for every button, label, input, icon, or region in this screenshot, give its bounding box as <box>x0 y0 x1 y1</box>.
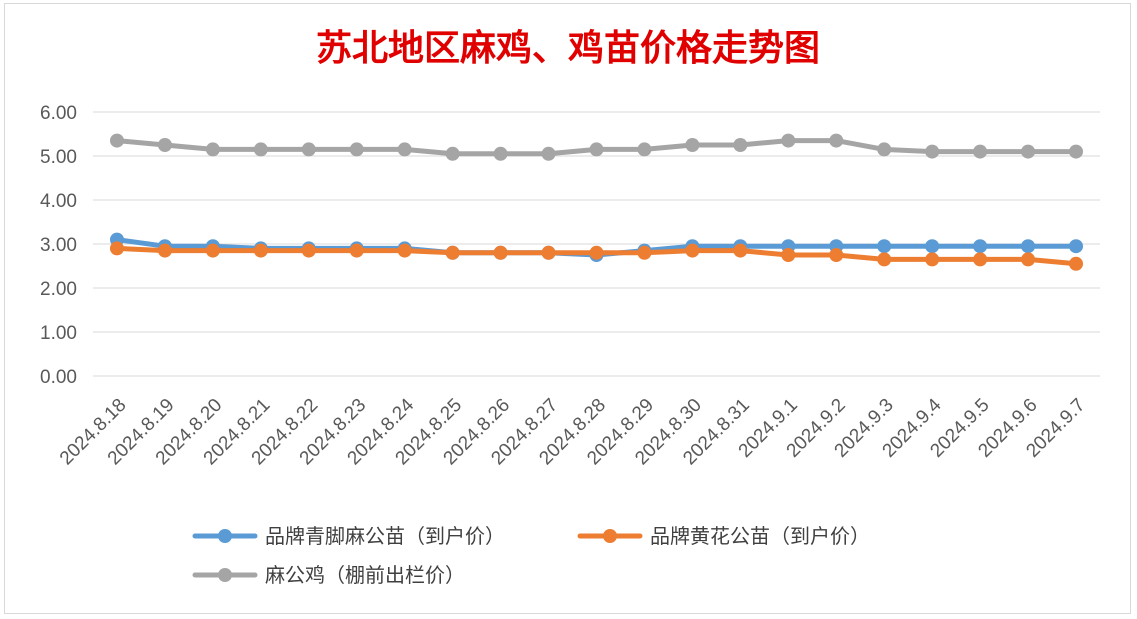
data-point <box>301 142 316 157</box>
y-tick-label: 5.00 <box>40 147 77 168</box>
y-axis-ticks: 0.00 1.00 2.00 3.00 4.00 5.00 6.00 <box>40 103 77 388</box>
data-point <box>829 248 844 262</box>
y-tick-label: 0.00 <box>40 367 77 388</box>
data-point <box>1069 144 1084 159</box>
chart-title: 苏北地区麻鸡、鸡苗价格走势图 <box>316 27 820 69</box>
data-point <box>733 243 748 258</box>
data-point <box>685 138 700 152</box>
data-point <box>157 138 172 152</box>
data-point <box>973 144 988 159</box>
data-point <box>589 245 604 260</box>
legend-marker <box>218 568 232 582</box>
legend-marker <box>603 529 617 543</box>
data-point <box>205 243 220 258</box>
x-axis-ticks: 2024.8.182024.8.192024.8.202024.8.212024… <box>56 394 1090 469</box>
data-point <box>925 239 940 254</box>
data-point <box>397 142 412 157</box>
chart-frame <box>4 3 1131 614</box>
data-point <box>301 243 316 258</box>
data-point <box>973 239 988 254</box>
data-point <box>925 252 940 267</box>
data-point <box>157 243 172 258</box>
data-point <box>1021 144 1036 159</box>
data-point <box>1021 252 1036 267</box>
legend-marker <box>218 529 232 543</box>
legend: 品牌青脚麻公苗（到户价） 品牌黄花公苗（到户价） 麻公鸡（棚前出栏价） <box>192 524 870 587</box>
data-point <box>493 245 508 260</box>
data-point <box>445 245 460 260</box>
series-layer <box>109 133 1084 271</box>
data-point <box>973 252 988 267</box>
data-point <box>877 142 892 157</box>
data-point <box>541 245 556 260</box>
data-point <box>109 241 124 256</box>
data-point <box>781 248 796 262</box>
data-point <box>349 243 364 258</box>
legend-item: 品牌青脚麻公苗（到户价） <box>192 524 505 548</box>
data-point <box>109 133 124 148</box>
data-point <box>877 252 892 267</box>
data-point <box>637 245 652 260</box>
legend-label: 品牌青脚麻公苗（到户价） <box>265 524 505 548</box>
legend-label: 麻公鸡（棚前出栏价） <box>265 563 465 587</box>
legend-label: 品牌黄花公苗（到户价） <box>650 524 870 548</box>
y-tick-label: 2.00 <box>40 279 77 300</box>
data-point <box>1069 239 1084 254</box>
data-point <box>205 142 220 157</box>
legend-item: 品牌黄花公苗（到户价） <box>577 524 870 548</box>
y-tick-label: 6.00 <box>40 103 77 124</box>
data-point <box>589 142 604 157</box>
data-point <box>829 133 844 148</box>
y-tick-label: 3.00 <box>40 235 77 256</box>
data-point <box>685 243 700 258</box>
data-point <box>493 146 508 161</box>
data-point <box>397 243 412 258</box>
series-1 <box>109 241 1084 271</box>
data-point <box>781 133 796 148</box>
data-point <box>877 239 892 254</box>
data-point <box>637 142 652 157</box>
data-point <box>253 243 268 258</box>
series-2 <box>109 133 1084 161</box>
data-point <box>253 142 268 157</box>
data-point <box>445 146 460 161</box>
data-point <box>1069 256 1084 271</box>
data-point <box>1021 239 1036 254</box>
data-point <box>733 138 748 152</box>
data-point <box>541 146 556 161</box>
data-point <box>349 142 364 157</box>
y-tick-label: 4.00 <box>40 191 77 212</box>
legend-item: 麻公鸡（棚前出栏价） <box>192 563 465 587</box>
data-point <box>925 144 940 159</box>
y-tick-label: 1.00 <box>40 323 77 344</box>
